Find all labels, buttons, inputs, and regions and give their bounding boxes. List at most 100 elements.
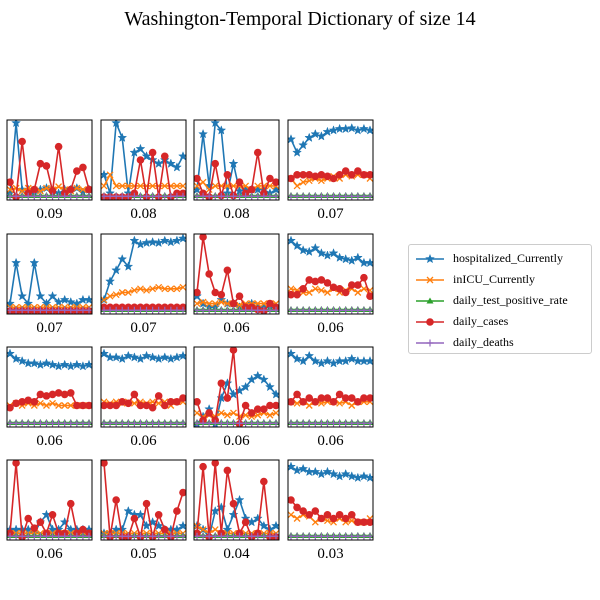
point-daily_deaths (194, 306, 201, 314)
point-inICU_Currently (73, 184, 81, 192)
point-daily_cases (167, 398, 175, 406)
point-daily_cases (360, 518, 368, 526)
point-inICU_Currently (179, 182, 186, 190)
point-daily_cases (329, 514, 338, 523)
point-daily_deaths (30, 192, 38, 200)
point-daily_cases (272, 178, 279, 186)
point-daily_cases (85, 185, 92, 194)
point-daily_cases (317, 276, 326, 284)
panel-frame (193, 119, 280, 201)
point-daily_deaths (236, 419, 244, 427)
point-daily_cases (30, 185, 39, 194)
point-daily_cases (199, 462, 207, 471)
point-hospitalized_Currently (159, 235, 170, 245)
point-inICU_Currently (205, 300, 213, 308)
point-hospitalized_Currently (129, 235, 140, 245)
point-daily_deaths (124, 192, 132, 200)
point-daily_deaths (330, 419, 338, 427)
point-daily_cases (48, 511, 57, 519)
point-daily_deaths (194, 419, 201, 427)
point-daily_deaths (49, 532, 57, 540)
point-hospitalized_Currently (111, 120, 122, 128)
point-daily_deaths (101, 532, 108, 540)
point-hospitalized_Currently (23, 298, 34, 308)
point-inICU_Currently (305, 402, 313, 409)
point-daily_deaths (342, 532, 350, 540)
point-daily_deaths (348, 192, 356, 200)
point-daily_cases (124, 399, 133, 408)
point-daily_deaths (342, 306, 350, 314)
point-hospitalized_Currently (258, 374, 269, 384)
point-daily_cases (366, 292, 373, 300)
point-inICU_Currently (223, 411, 231, 419)
point-daily_deaths (260, 419, 268, 427)
point-hospitalized_Currently (165, 158, 176, 168)
point-daily_deaths (55, 419, 63, 427)
point-hospitalized_Currently (246, 374, 257, 384)
point-daily_cases (354, 281, 362, 289)
point-inICU_Currently (173, 182, 181, 190)
figure-title: Washington-Temporal Dictionary of size 1… (124, 8, 476, 30)
point-daily_deaths (242, 192, 250, 200)
point-hospitalized_Currently (59, 359, 70, 370)
legend-marker-star (425, 253, 435, 264)
point-daily_deaths (55, 532, 63, 540)
panel-16: 0.03 (287, 459, 374, 562)
point-hospitalized_Currently (123, 350, 134, 361)
point-daily_cases (347, 171, 356, 179)
point-inICU_Currently (348, 402, 356, 409)
point-hospitalized_Currently (346, 353, 357, 364)
point-hospitalized_Currently (123, 505, 134, 516)
point-daily_deaths (242, 306, 250, 314)
point-daily_deaths (42, 306, 50, 314)
point-daily_cases (194, 288, 201, 297)
point-daily_deaths (330, 192, 338, 200)
point-daily_deaths (73, 419, 81, 427)
point-daily_deaths (217, 419, 225, 427)
point-inICU_Currently (61, 402, 69, 409)
point-daily_cases (12, 399, 20, 408)
point-daily_deaths (211, 532, 219, 540)
legend-item-daily_cases: daily_cases (409, 312, 591, 332)
point-hospitalized_Currently (153, 353, 164, 364)
point-daily_deaths (161, 532, 169, 540)
point-daily_deaths (288, 192, 295, 200)
point-inICU_Currently (137, 182, 144, 190)
point-daily_deaths (217, 306, 225, 314)
legend-swatch (416, 253, 444, 264)
panel-plot-area (288, 461, 373, 540)
point-daily_cases (329, 283, 338, 292)
point-daily_cases (293, 503, 301, 512)
point-inICU_Currently (311, 285, 319, 293)
panel-7: 0.06 (193, 233, 280, 336)
point-daily_cases (241, 401, 250, 410)
point-daily_cases (160, 525, 169, 534)
point-inICU_Currently (143, 286, 150, 294)
point-daily_deaths (336, 532, 344, 540)
point-daily_cases (66, 389, 75, 397)
point-daily_deaths (7, 306, 14, 314)
point-inICU_Currently (288, 285, 295, 293)
point-inICU_Currently (311, 518, 319, 526)
point-daily_deaths (211, 306, 219, 314)
panel-frame (6, 119, 93, 201)
point-daily_cases (341, 394, 350, 402)
point-daily_deaths (299, 532, 307, 540)
point-hospitalized_Currently (271, 389, 279, 399)
point-daily_deaths (323, 419, 331, 427)
point-daily_deaths (124, 532, 132, 540)
point-daily_cases (18, 137, 26, 146)
point-inICU_Currently (149, 182, 157, 190)
point-daily_cases (223, 466, 232, 475)
point-daily_cases (199, 234, 207, 241)
point-hospitalized_Currently (316, 358, 327, 368)
point-daily_deaths (101, 419, 108, 427)
point-daily_deaths (143, 192, 151, 200)
point-daily_cases (354, 167, 362, 175)
point-daily_deaths (106, 192, 114, 200)
point-daily_deaths (254, 306, 262, 314)
point-inICU_Currently (124, 289, 132, 296)
point-inICU_Currently (260, 300, 268, 308)
point-daily_deaths (242, 419, 250, 427)
point-daily_cases (247, 409, 256, 417)
